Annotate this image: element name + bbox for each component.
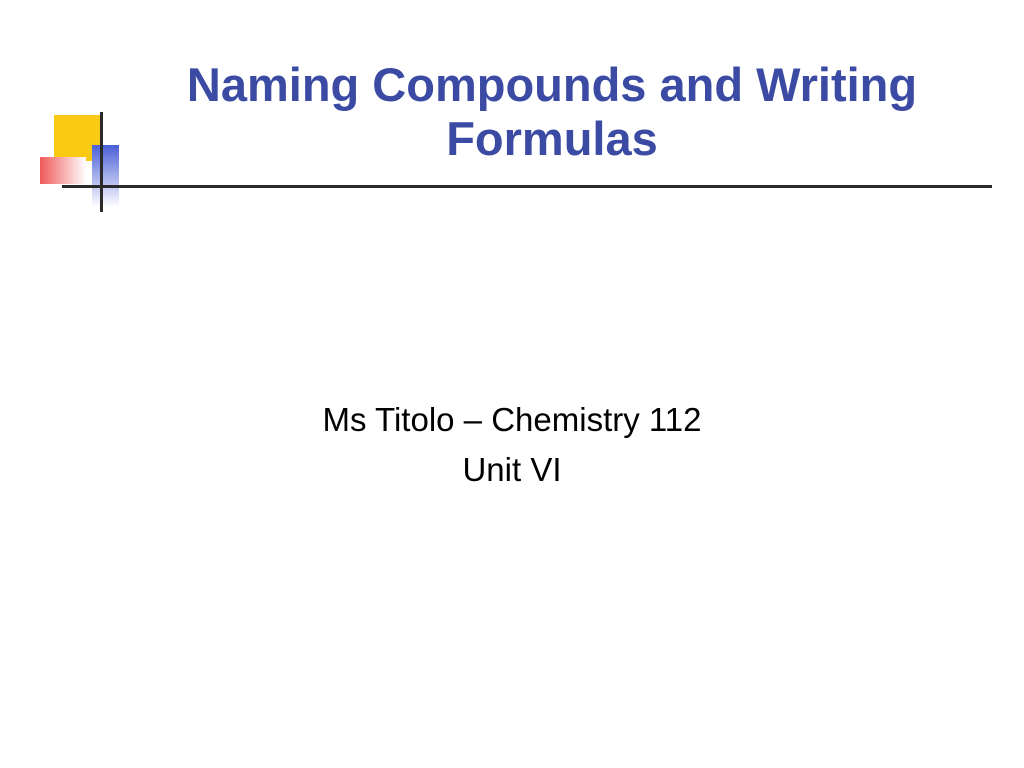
slide-title: Naming Compounds and Writing Formulas: [130, 58, 974, 166]
vertical-rule: [100, 112, 103, 212]
subtitle-line-1: Ms Titolo – Chemistry 112: [150, 395, 874, 445]
slide: Naming Compounds and Writing Formulas Ms…: [0, 0, 1024, 768]
blue-gradient-icon: [92, 145, 119, 207]
corner-decoration: [40, 115, 130, 205]
slide-subtitle: Ms Titolo – Chemistry 112 Unit VI: [150, 395, 874, 494]
horizontal-rule: [62, 185, 992, 188]
subtitle-line-2: Unit VI: [150, 445, 874, 495]
red-gradient-icon: [40, 157, 86, 184]
